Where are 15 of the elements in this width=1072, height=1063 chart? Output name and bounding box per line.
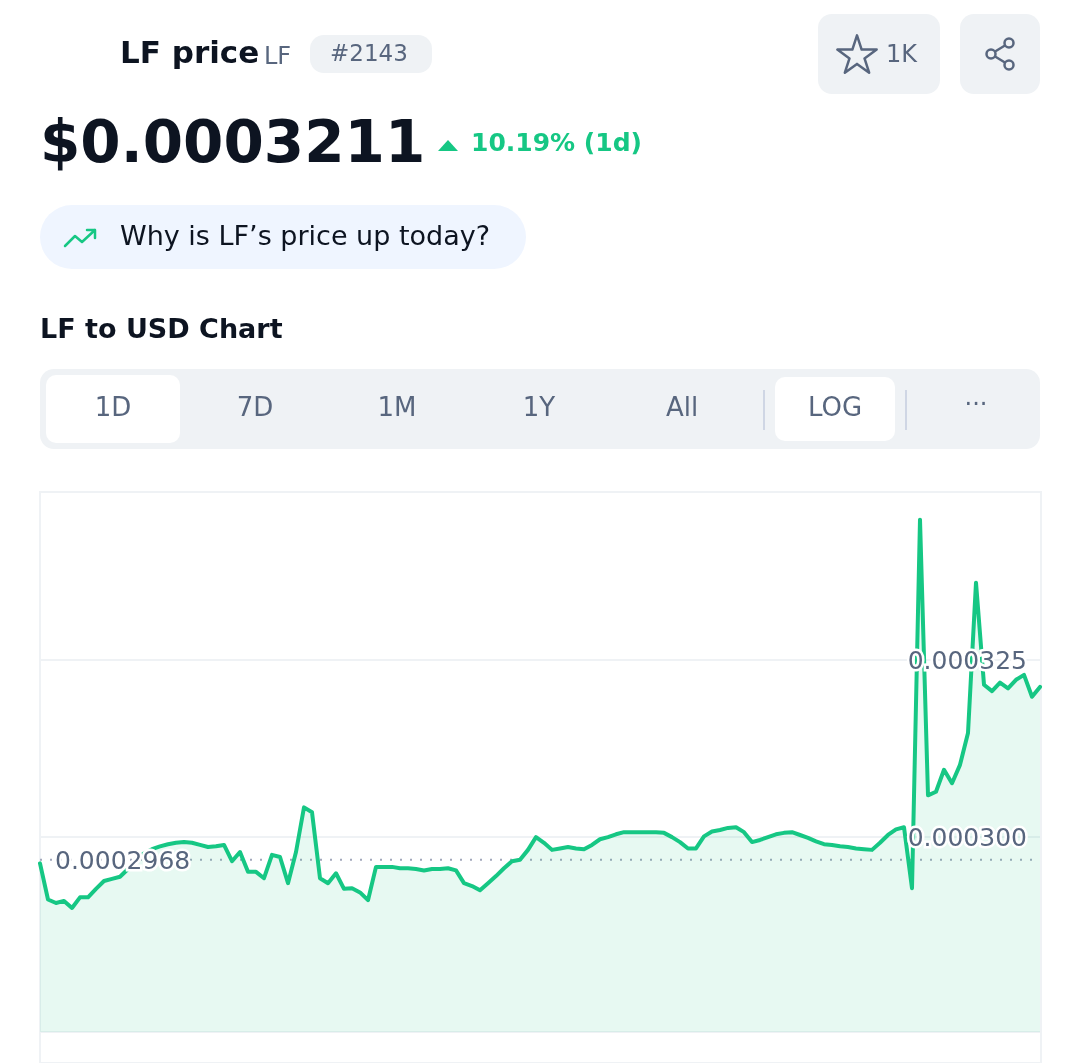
text: LF price [120,34,260,70]
text: 1M [377,392,417,422]
text: #2143 [330,40,408,66]
text: 1Y [522,392,556,422]
text: Why is LF’s price up today? [120,220,491,251]
text: 10.19% (1d) [471,128,642,157]
chart-title: LF to USD Chart [40,313,283,344]
text: LOG [807,392,863,422]
text: 1K [886,40,918,68]
text: ··· [964,390,988,418]
text: All [665,392,699,422]
text: LF [264,42,292,70]
text: $0.0003211 [40,108,426,176]
text: 7D [236,392,274,422]
text: 1D [94,392,132,422]
